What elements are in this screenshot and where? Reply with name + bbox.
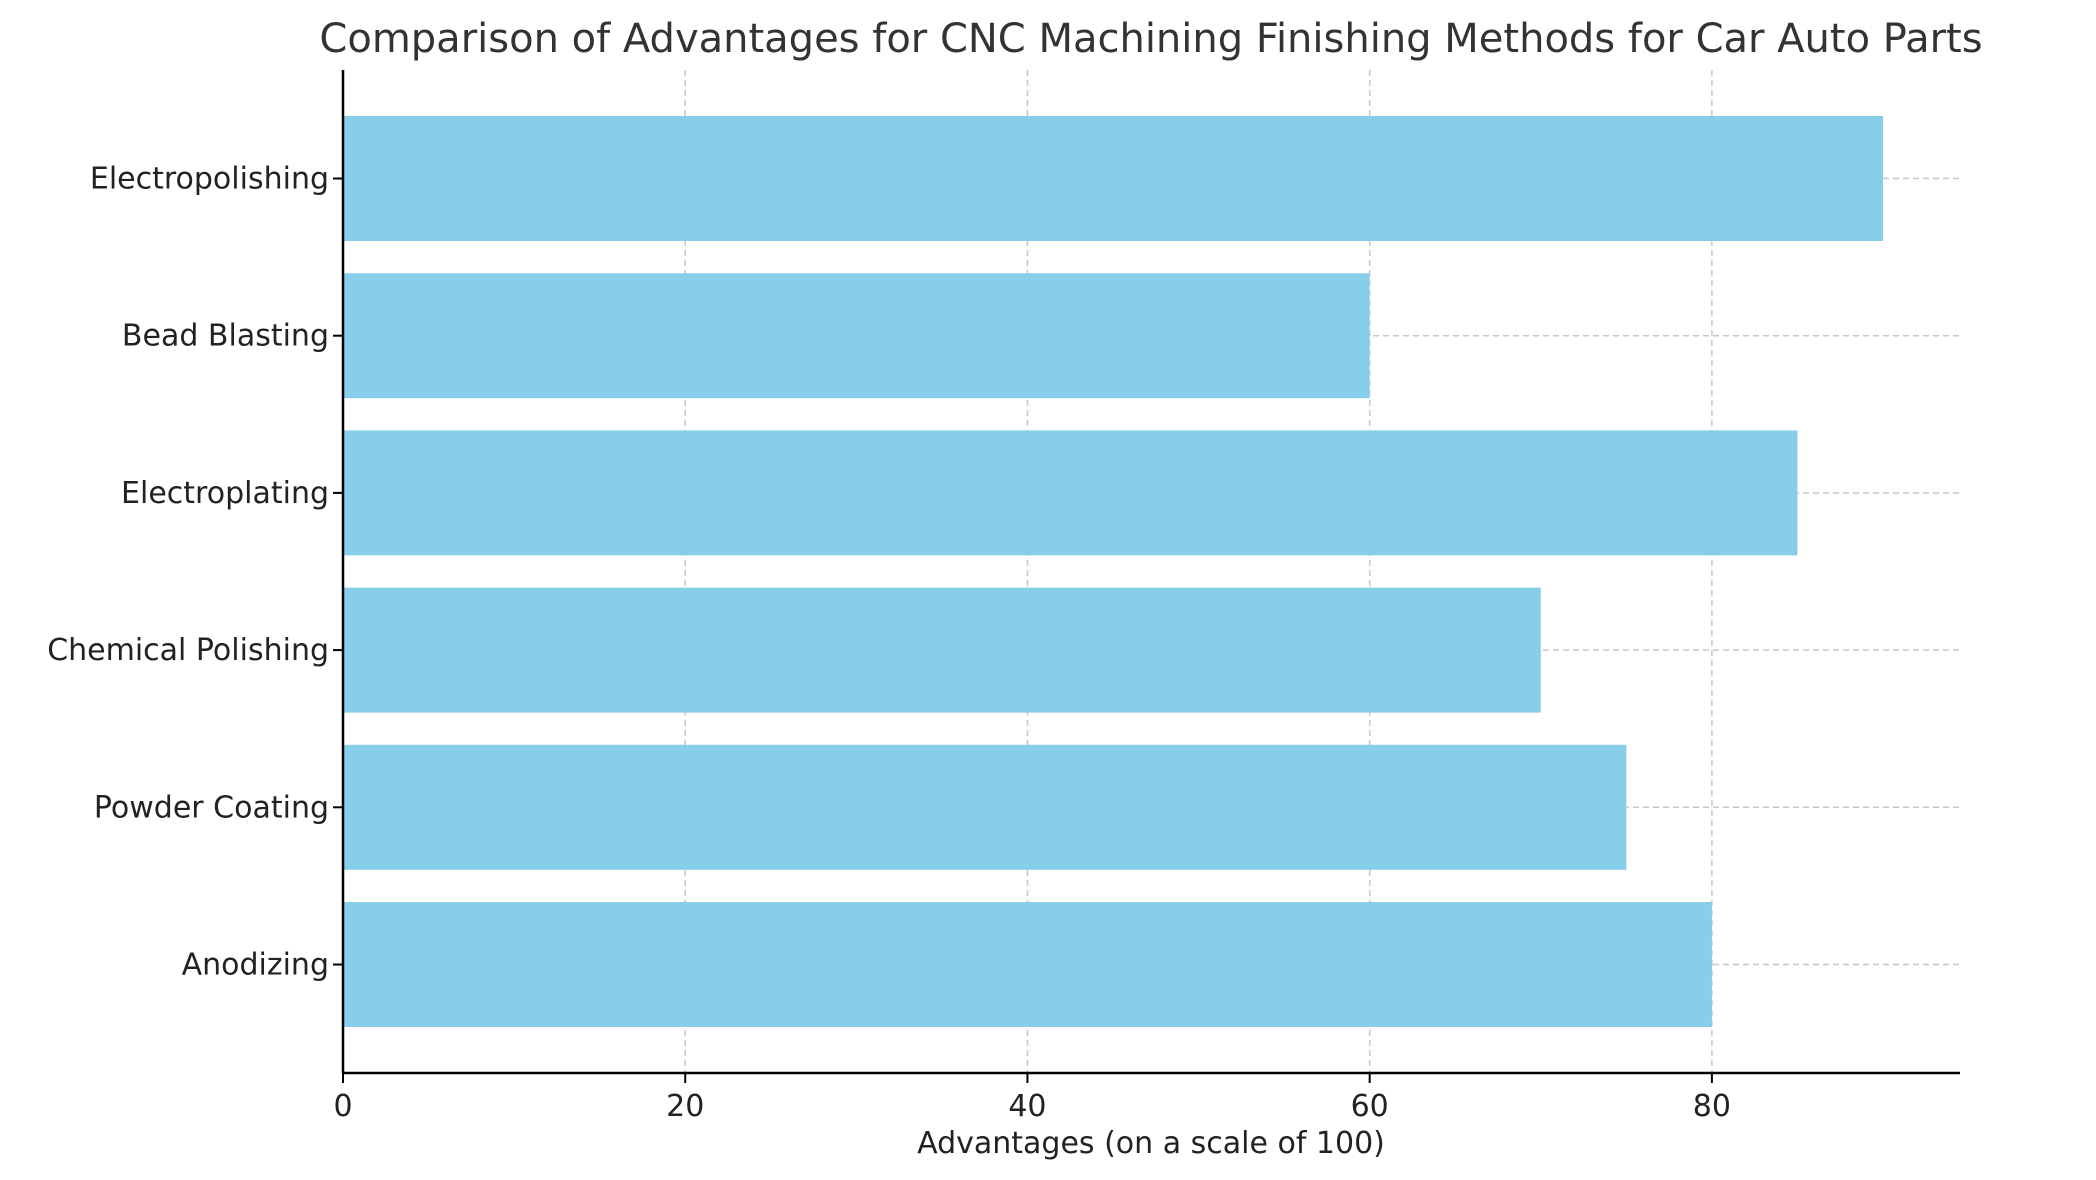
y-tick-label: Bead Blasting: [122, 319, 329, 354]
bar: [343, 587, 1541, 713]
bar: [343, 430, 1798, 556]
tick-layer: Anodizing Powder Coating Chemical Polishin…: [47, 162, 1731, 1125]
y-tick-label: Electropolishing: [90, 162, 329, 197]
bar: [343, 116, 1883, 241]
y-tick-label: Chemical Polishing: [47, 633, 329, 668]
bar: [343, 273, 1370, 399]
chart-title: Comparison of Advantages for CNC Machini…: [319, 16, 1982, 62]
x-tick-label: 20: [666, 1089, 704, 1124]
x-tick-label: 0: [333, 1089, 352, 1124]
bar: [343, 744, 1627, 870]
y-tick-label: Anodizing: [182, 948, 329, 983]
x-tick-label: 60: [1351, 1089, 1389, 1124]
y-tick-label: Electroplating: [121, 476, 329, 511]
bar-layer: [343, 116, 1883, 1027]
y-tick-label: Powder Coating: [94, 790, 329, 825]
axis-layer: [341, 70, 1960, 1075]
x-axis-label: Advantages (on a scale of 100): [917, 1126, 1385, 1161]
x-tick-label: 80: [1693, 1089, 1731, 1124]
bar: [343, 902, 1712, 1027]
x-tick-label: 40: [1008, 1089, 1046, 1124]
